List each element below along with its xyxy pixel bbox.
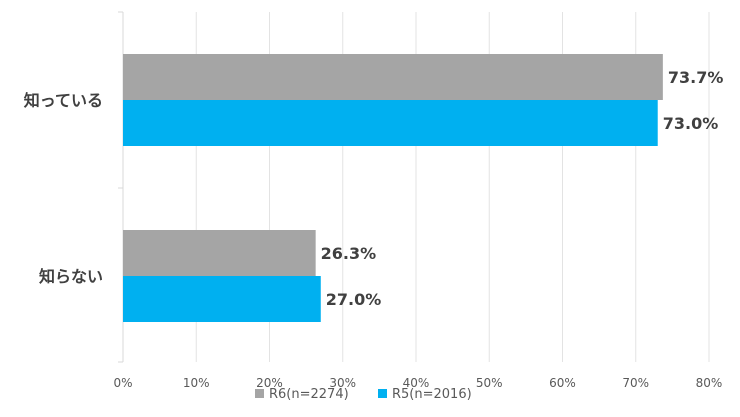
legend-label: R5(n=2016) [392,387,472,402]
category-label: 知っている [24,91,103,110]
legend-label: R6(n=2274) [269,387,349,402]
x-tick-label: 10% [183,376,210,390]
x-tick-label: 50% [476,376,503,390]
x-axis-tick-labels: 0% 10% 20% 30% 40% 50% 60% 70% 80% [113,376,722,390]
legend-swatch [378,389,387,398]
bar [123,54,663,100]
category-axis [118,11,124,363]
data-label: 27.0% [326,290,382,309]
data-labels: 73.7% 73.0% 26.3% 27.0% [321,68,724,309]
x-tick-label: 60% [549,376,576,390]
x-tick-label: 20% [256,376,283,390]
data-label: 26.3% [321,244,377,263]
bar [123,100,658,146]
bar [123,276,321,322]
x-tick-label: 80% [696,376,723,390]
legend-swatch [255,389,264,398]
legend: R6(n=2274) R5(n=2016) [255,387,472,402]
data-label: 73.0% [663,114,719,133]
bar [123,230,316,276]
x-tick-label: 0% [113,376,132,390]
x-tick-label: 40% [403,376,430,390]
x-tick-label: 70% [622,376,649,390]
x-tick-label: 30% [329,376,356,390]
data-label: 73.7% [668,68,724,87]
bars [123,54,663,322]
category-label: 知らない [39,267,103,286]
